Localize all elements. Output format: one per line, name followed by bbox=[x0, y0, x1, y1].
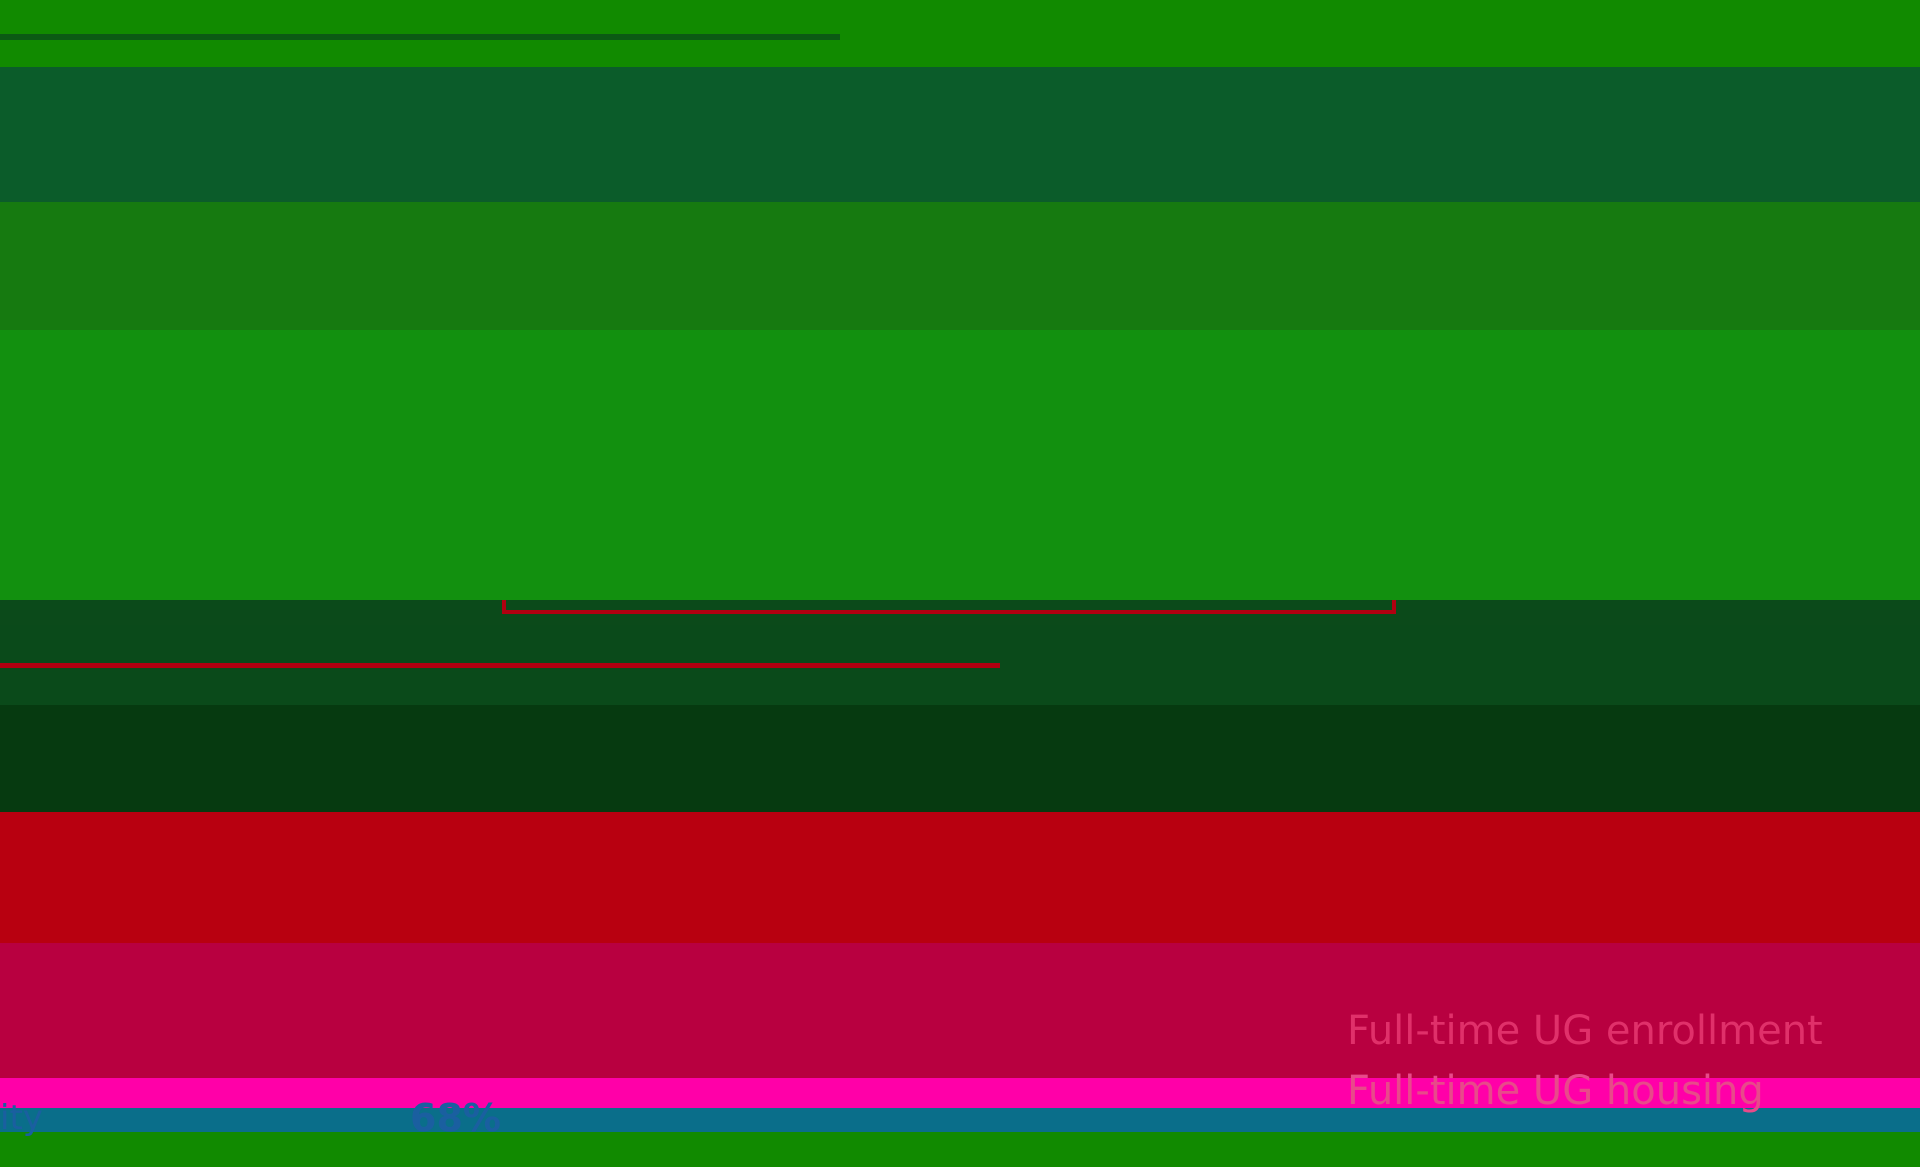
bottom-band bbox=[0, 1132, 1920, 1167]
highlight-band bbox=[0, 1078, 1920, 1108]
enrollment-label: Full-time UG enrollment bbox=[1347, 1008, 1823, 1054]
top-rule bbox=[0, 34, 840, 40]
housing-label: Full-time UG housing bbox=[1347, 1068, 1764, 1114]
alert-band bbox=[0, 812, 1920, 943]
red-outline bbox=[502, 600, 1396, 614]
section-row bbox=[0, 705, 1920, 812]
percent-value: 68% bbox=[410, 1096, 501, 1140]
header-band bbox=[0, 67, 1920, 202]
partial-label: ity bbox=[0, 1098, 43, 1138]
content-area bbox=[0, 330, 1920, 600]
footer-band bbox=[0, 1108, 1920, 1132]
top-bar bbox=[0, 0, 1920, 67]
stats-band bbox=[0, 943, 1920, 1078]
toolbar-band bbox=[0, 202, 1920, 330]
red-line bbox=[0, 663, 1000, 668]
